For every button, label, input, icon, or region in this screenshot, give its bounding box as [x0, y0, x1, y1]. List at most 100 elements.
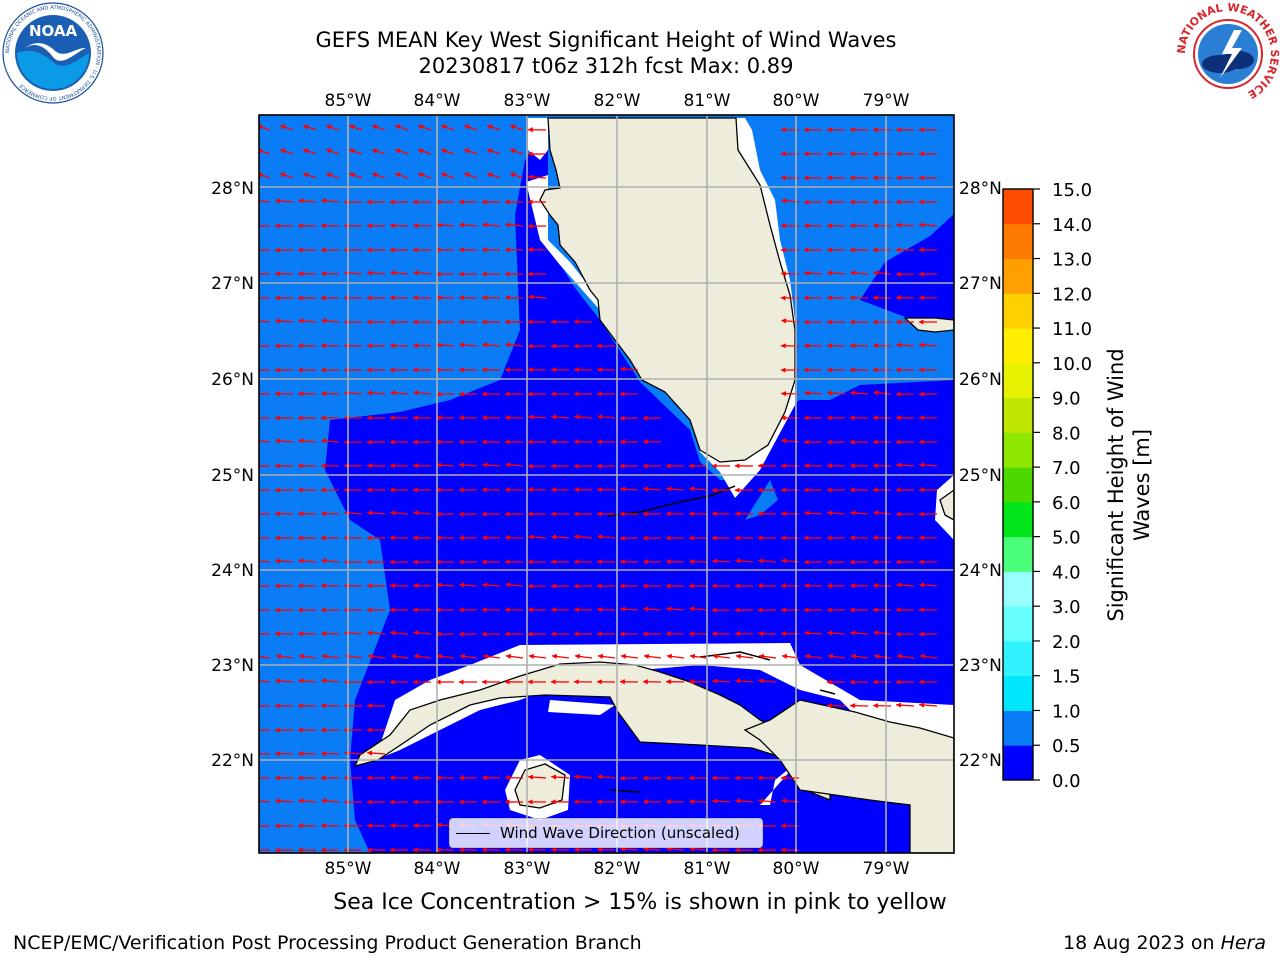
wind-arrow [643, 653, 662, 660]
wind-arrow [803, 630, 823, 636]
wind-arrow [366, 390, 386, 396]
colorbar-ticks: 0.0 0.5 1.0 1.5 2.0 3.0 4.0 5.0 6.0 7.0 8.0 9.0 10.0… [1033, 180, 1092, 792]
wind-arrow [527, 414, 547, 420]
colorbar-segment [1003, 501, 1033, 538]
wind-arrow [505, 222, 524, 228]
wind-arrow [573, 534, 593, 540]
colorbar-segment [1003, 293, 1033, 329]
wind-arrow [486, 148, 501, 155]
wind-arrow [463, 124, 478, 131]
wind-arrow [481, 582, 501, 588]
wind-arrow [458, 582, 478, 588]
wind-arrow [436, 653, 455, 660]
wind-arrow [689, 486, 708, 492]
cuba-land [743, 699, 954, 853]
colorbar-tick-label: 12.0 [1052, 284, 1092, 305]
wind-arrow [527, 774, 547, 780]
wind-arrow [371, 148, 386, 155]
wind-arrow [259, 200, 271, 203]
wind-arrow [665, 606, 685, 612]
wind-arrow [321, 438, 340, 444]
colorbar-tick-label: 14.0 [1052, 215, 1092, 236]
lat-label: 22°N [959, 751, 1002, 771]
wind-arrow [486, 172, 501, 179]
wind-arrow [279, 148, 294, 155]
wind-arrow [757, 678, 777, 684]
colorbar-tick-label: 6.0 [1052, 493, 1081, 514]
wind-arrow [321, 798, 340, 804]
wind-arrow [413, 390, 432, 396]
colorbar-segment [1003, 328, 1033, 364]
wind-arrow [712, 653, 731, 660]
wind-arrow [321, 653, 340, 660]
wind-arrow [597, 774, 616, 780]
wind-arrow [758, 653, 777, 660]
wind-arrow [259, 560, 271, 563]
wind-arrow [849, 510, 869, 516]
wind-arrow [666, 653, 685, 660]
wind-arrow [711, 798, 731, 804]
wind-arrow [458, 462, 478, 468]
wind-arrow [873, 390, 892, 396]
lon-label: 83°W [504, 91, 551, 111]
wind-arrow [297, 198, 317, 204]
lon-label: 81°W [684, 91, 731, 111]
wind-arrow [435, 462, 455, 468]
wind-arrow [895, 582, 915, 588]
lon-label: 79°W [863, 91, 910, 111]
wind-arrow [873, 510, 892, 516]
wind-arrow [895, 702, 915, 708]
wind-arrow [417, 148, 432, 155]
colorbar-segment [1003, 189, 1033, 225]
wind-arrow [803, 390, 823, 396]
wind-arrow [259, 320, 271, 323]
wind-arrow [274, 798, 294, 804]
wind-arrow [895, 462, 915, 468]
wind-arrow [597, 534, 616, 540]
wind-arrow [873, 653, 892, 660]
wind-arrow [918, 222, 938, 228]
colorbar-tick-label: 2.0 [1052, 632, 1081, 653]
wind-arrow [302, 148, 317, 155]
wind-arrow [435, 342, 455, 348]
wind-arrow [274, 678, 294, 684]
wind-arrow [827, 653, 846, 660]
wind-arrow [711, 678, 731, 684]
wind-arrow [302, 124, 317, 131]
wind-arrow [527, 174, 547, 180]
wind-arrow [389, 390, 409, 396]
wind-arrow [505, 342, 524, 348]
wind-arrow [275, 653, 294, 660]
wind-arrow [389, 270, 409, 276]
wind-arrow [463, 148, 478, 155]
wind-arrow [297, 678, 317, 684]
lon-label: 84°W [414, 859, 461, 879]
colorbar-tick-label: 7.0 [1052, 458, 1081, 479]
wind-arrow [551, 653, 570, 660]
wind-arrow [297, 558, 317, 564]
map-legend: Wind Wave Direction (unscaled) [449, 818, 763, 848]
wind-arrow [366, 750, 386, 756]
wind-arrow [826, 510, 846, 516]
wind-arrow [665, 486, 685, 492]
wind-arrow [348, 148, 363, 155]
wind-arrow [297, 798, 317, 804]
colorbar-tick-label: 5.0 [1052, 528, 1081, 549]
wind-arrow [505, 462, 524, 468]
colorbar-segment [1003, 362, 1033, 399]
wind-arrow [325, 172, 340, 179]
wind-arrow [417, 172, 432, 179]
wind-arrow [573, 414, 593, 420]
map-area [259, 115, 954, 853]
wind-arrow [325, 124, 340, 131]
colorbar-segment [1003, 467, 1033, 503]
wind-arrow [574, 653, 593, 660]
footer-host: Hera [1220, 932, 1266, 954]
wind-arrow [440, 172, 455, 179]
wind-arrow [642, 606, 662, 612]
wind-arrow [573, 774, 593, 780]
lon-labels-top: 85°W 84°W 83°W 82°W 81°W 80°W 79°W [325, 91, 910, 111]
wind-arrow [689, 606, 708, 612]
wind-wave-arrows [259, 124, 938, 853]
colorbar-segment [1003, 571, 1033, 607]
